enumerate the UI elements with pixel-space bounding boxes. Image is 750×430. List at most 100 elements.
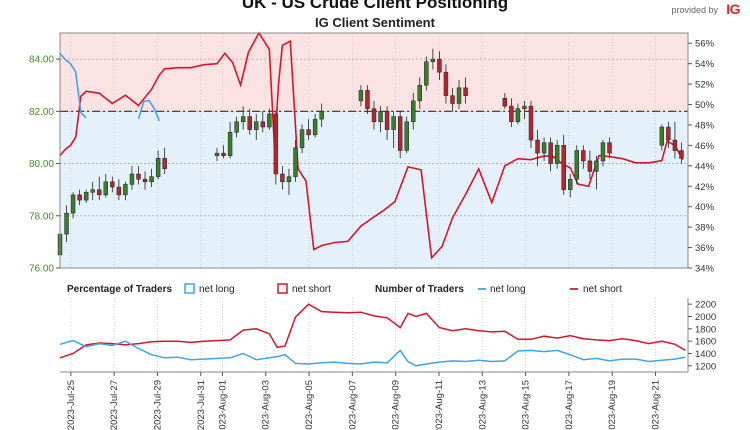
candle-body — [411, 100, 416, 123]
candle-body — [70, 194, 76, 214]
top-frame — [59, 32, 689, 269]
candle-body — [528, 105, 534, 141]
upper-zone — [60, 33, 688, 112]
candle-body — [456, 87, 462, 104]
x-tick-label: 2023-Jul-27 — [109, 380, 120, 430]
logo-provided-by: provided by — [671, 5, 718, 15]
candle-body — [254, 121, 259, 130]
candle-body — [123, 184, 128, 196]
right-tick-label: 34% — [695, 264, 715, 275]
right-tick-label: 36% — [695, 243, 715, 254]
legend-num-short-label: net short — [583, 284, 622, 295]
x-tick-label: 2023-Aug-07 — [347, 380, 358, 430]
bottom-right-tick-label: 1200 — [695, 361, 716, 372]
candle-body — [240, 116, 246, 123]
candle-body — [502, 98, 508, 107]
right-tick-label: 46% — [695, 141, 715, 152]
legend-pct-short-swatch — [277, 283, 288, 294]
x-tick-label: 2023-Aug-01 — [217, 380, 228, 430]
right-tick-label: 42% — [695, 182, 715, 193]
candle-body — [397, 116, 403, 151]
candle-body — [672, 139, 678, 151]
candle-body — [260, 121, 266, 128]
candle-body — [404, 121, 409, 151]
candle-body — [293, 147, 298, 177]
left-tick-label: 76.00 — [29, 264, 54, 275]
candle-body — [574, 150, 580, 180]
candle-body — [365, 90, 370, 109]
candle-body — [319, 111, 324, 120]
candle-body — [129, 173, 135, 185]
ig-logo: IG — [726, 1, 740, 17]
bottom-right-tick-label: 1800 — [695, 324, 716, 335]
candle-body — [77, 194, 82, 201]
left-tick-label: 78.00 — [29, 211, 54, 222]
candle-body — [600, 142, 606, 162]
candle-body — [162, 158, 167, 170]
right-tick-label: 48% — [695, 120, 715, 131]
x-tick-label: 2023-Aug-05 — [304, 380, 315, 430]
x-tick-label: 2023-Jul-31 — [196, 380, 207, 430]
num-net-short-line — [59, 303, 686, 359]
candle-body — [437, 58, 442, 73]
candle-body — [554, 145, 560, 164]
candle-body — [247, 116, 252, 130]
candle-body — [142, 178, 148, 183]
candle-body — [430, 58, 436, 62]
candle-body — [299, 129, 305, 149]
bottom-right-tick-label: 1600 — [695, 337, 716, 348]
candle-body — [391, 116, 396, 130]
candle-body — [358, 90, 364, 102]
right-tick-label: 52% — [695, 80, 715, 91]
left-tick-label: 82.00 — [29, 107, 54, 118]
bottom-right-tick-label: 2000 — [695, 312, 716, 323]
candle-body — [607, 142, 612, 154]
candle-body — [679, 150, 684, 159]
chart-legend: Percentage of Traders net long net short Nu… — [67, 283, 622, 295]
candle-body — [273, 113, 279, 175]
candle-body — [371, 108, 377, 123]
legend-pct-short-label: net short — [292, 284, 331, 295]
candle-body — [286, 176, 292, 183]
candle-body — [568, 178, 573, 190]
candle-body — [666, 126, 671, 141]
right-tick-label: 40% — [695, 202, 715, 213]
legend-pct-long-swatch — [184, 283, 195, 294]
x-tick-label: 2023-Aug-11 — [434, 380, 445, 430]
candle-body — [149, 176, 154, 183]
candle-body — [535, 139, 540, 154]
candle-body — [155, 158, 161, 177]
candle-body — [581, 150, 586, 162]
candle-body — [221, 152, 226, 156]
bottom-right-tick-label: 1400 — [695, 349, 716, 360]
candle-body — [280, 173, 285, 183]
x-tick-label: 2023-Aug-03 — [261, 380, 272, 430]
candle-body — [424, 61, 429, 86]
x-tick-label: 2023-Aug-19 — [607, 380, 618, 430]
candle-body — [450, 95, 455, 104]
candle-body — [463, 87, 468, 96]
candle-body — [384, 111, 390, 130]
candle-body — [443, 71, 449, 96]
candle-body — [136, 173, 141, 180]
candle-body — [267, 113, 272, 128]
bottom-right-tick-label: 2200 — [695, 300, 716, 311]
candle-body — [548, 142, 553, 164]
right-tick-label: 54% — [695, 59, 715, 70]
candle-body — [594, 160, 599, 172]
candle-body — [659, 126, 665, 146]
candle-body — [561, 145, 566, 190]
candle-body — [234, 121, 239, 133]
candle-body — [116, 186, 122, 196]
pct-net-long-line-segment — [137, 99, 161, 122]
legend-num-long-label: net long — [490, 284, 526, 295]
candle-body — [509, 105, 514, 123]
candle-body — [587, 160, 593, 172]
candle-body — [64, 212, 69, 235]
num-net-long-line — [59, 339, 686, 367]
candle-body — [227, 131, 233, 156]
price-percentage-panel: 76.00 78.00 80.00 82.00 84.00 34% 36% 38% 40% 42%… — [29, 31, 715, 275]
candle-body — [103, 181, 109, 196]
